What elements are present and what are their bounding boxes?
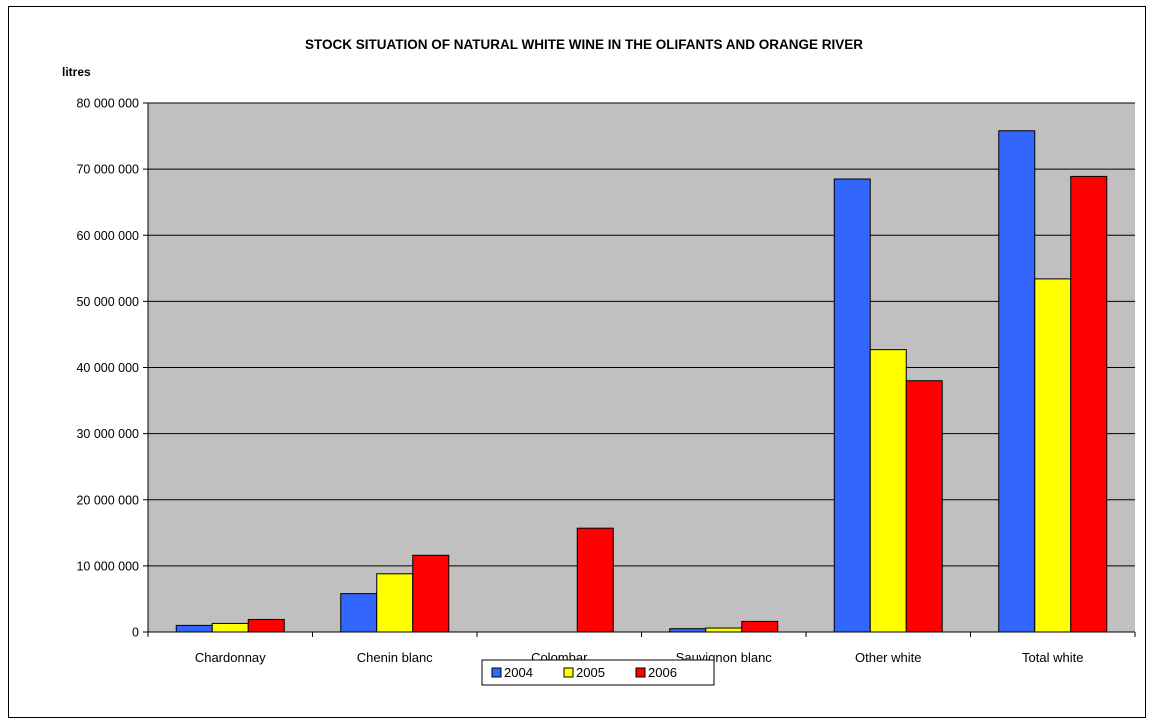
x-tick-label: Chenin blanc	[357, 650, 433, 665]
y-tick-label: 60 000 000	[76, 229, 139, 243]
bar-2005-total-white	[1034, 278, 1072, 633]
bar-2004-chardonnay	[175, 624, 213, 633]
legend-label-2004: 2004	[504, 665, 533, 680]
chart-title: STOCK SITUATION OF NATURAL WHITE WINE IN…	[305, 37, 863, 52]
x-tick-label: Total white	[1022, 650, 1083, 665]
y-tick-label: 30 000 000	[76, 427, 139, 441]
bar-2006-chardonnay	[247, 618, 285, 633]
bar-2005-other-white	[869, 349, 907, 633]
x-tick-label: Other white	[855, 650, 921, 665]
bar-2005-sauvignon-blanc	[705, 627, 743, 633]
y-tick-label: 80 000 000	[76, 97, 139, 111]
legend-swatch-2006	[635, 667, 646, 678]
y-tick-label: 40 000 000	[76, 361, 139, 375]
legend-label-2006: 2006	[648, 665, 677, 680]
legend-swatch-2004	[491, 667, 502, 678]
bars	[175, 130, 1108, 633]
x-tick-labels: Chardonnay Chenin blanc Colombar Sauvignon …	[195, 650, 1084, 665]
y-tick-label: 70 000 000	[76, 163, 139, 177]
bar-2006-total-white	[1070, 175, 1108, 633]
y-axis-label: litres	[62, 65, 91, 79]
legend: 2004 2005 2006	[481, 659, 715, 686]
gridlines	[148, 102, 1135, 567]
bar-2006-sauvignon-blanc	[741, 620, 779, 633]
axes	[143, 102, 1136, 637]
bar-2006-colombar	[576, 527, 614, 633]
x-tick-label: Chardonnay	[195, 650, 266, 665]
legend-swatch-2005	[563, 667, 574, 678]
bar-2006-other-white	[905, 380, 943, 633]
y-tick-labels: 0 10 000 000 20 000 000 30 000 000 40 000 00…	[76, 97, 139, 640]
y-tick-label: 20 000 000	[76, 493, 139, 507]
y-tick-label: 0	[132, 626, 139, 640]
bar-2004-chenin-blanc	[340, 593, 378, 633]
bar-2005-chenin-blanc	[376, 573, 414, 633]
bar-2004-other-white	[833, 178, 871, 633]
legend-box	[481, 659, 715, 686]
y-tick-label: 50 000 000	[76, 295, 139, 309]
bar-2004-total-white	[998, 130, 1036, 633]
bar-2006-chenin-blanc	[412, 554, 450, 633]
bar-2005-chardonnay	[211, 622, 249, 633]
y-tick-label: 10 000 000	[76, 559, 139, 573]
legend-label-2005: 2005	[576, 665, 605, 680]
